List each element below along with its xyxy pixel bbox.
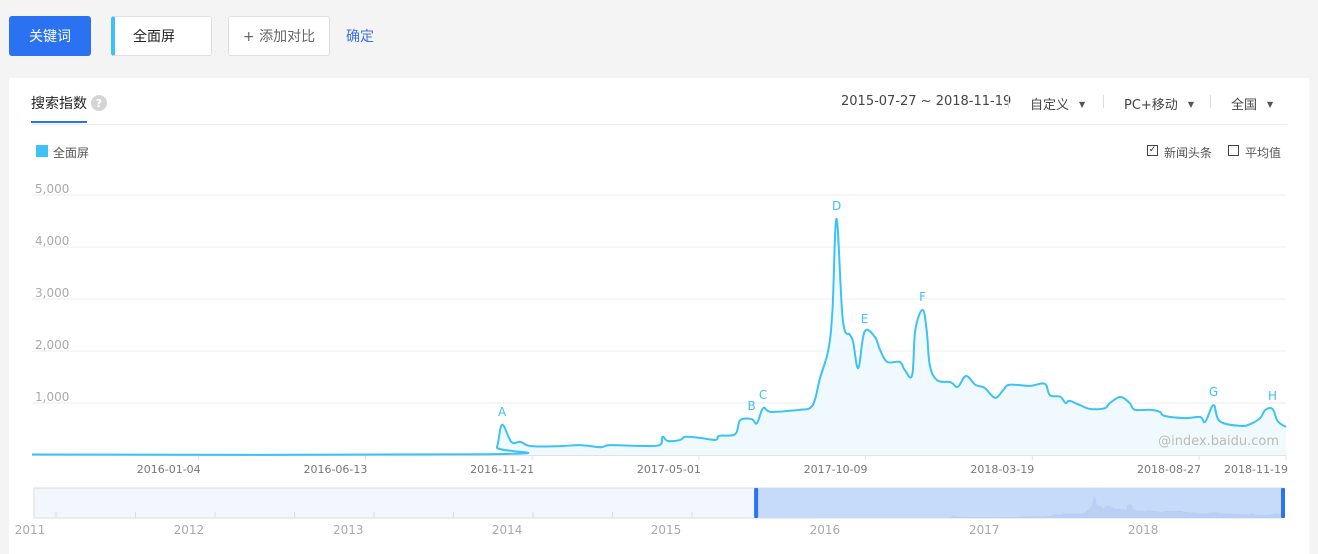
y-tick-label: 4,000 (35, 234, 69, 248)
annotation-e: E (861, 312, 869, 326)
add-compare-button[interactable]: + 添加对比 (228, 16, 330, 56)
tab-search-index[interactable]: 搜索指数 (31, 96, 87, 112)
overview-year-label: 2011 (15, 523, 46, 537)
dropdown-label: PC+移动 (1124, 98, 1178, 113)
annotation-a: A (498, 405, 507, 419)
x-tick-label: 2016-11-21 (470, 463, 534, 476)
date-range[interactable]: 2015-07-27 ~ 2018-11-19 (841, 94, 1012, 109)
divider (1103, 95, 1104, 108)
news-headline-label: 新闻头条 (1164, 146, 1213, 160)
average-checkbox[interactable] (1228, 145, 1239, 156)
dropdown-label: 自定义 (1030, 98, 1070, 113)
caret-down-icon: ▼ (1267, 100, 1274, 109)
divider (1008, 95, 1009, 108)
annotation-c: C (759, 388, 767, 402)
divider (1210, 95, 1211, 108)
annotation-f: F (919, 290, 926, 304)
keyword-input[interactable]: 全面屏 (111, 16, 212, 56)
legend-label[interactable]: 全面屏 (53, 146, 90, 160)
average-label: 平均值 (1245, 146, 1282, 160)
overview-year-label: 2015 (651, 523, 682, 537)
overview-year-label: 2016 (810, 523, 841, 537)
confirm-link[interactable]: 确定 (346, 29, 374, 45)
news-headline-checkbox[interactable]: ✓ (1147, 145, 1158, 156)
period-dropdown[interactable]: 自定义 ▼ (1030, 94, 1085, 113)
x-tick-label: 2017-05-01 (637, 463, 701, 476)
dropdown-label: 全国 (1231, 98, 1258, 113)
x-tick-label: 2016-06-13 (303, 463, 367, 476)
annotation-h: H (1268, 389, 1277, 403)
series-area (32, 218, 1286, 455)
question-circle-icon[interactable]: ? (91, 95, 107, 111)
device-dropdown[interactable]: PC+移动 ▼ (1124, 94, 1194, 113)
caret-down-icon: ▼ (1187, 100, 1194, 109)
overview-handle[interactable] (1281, 488, 1285, 518)
tab-active-indicator (31, 121, 87, 123)
x-tick-label: 2017-10-09 (804, 463, 868, 476)
overview-series (756, 494, 1283, 518)
y-tick-label: 1,000 (35, 390, 69, 404)
y-tick-label: 5,000 (35, 182, 69, 196)
legend-swatch (36, 145, 48, 157)
overview-year-label: 2013 (333, 523, 364, 537)
x-tick-label: 2018-11-19 (1224, 463, 1288, 476)
caret-down-icon: ▼ (1079, 100, 1086, 109)
y-tick-label: 2,000 (35, 338, 69, 352)
y-tick-label: 3,000 (35, 286, 69, 300)
x-tick-label: 2018-03-19 (970, 463, 1034, 476)
overview-year-label: 2014 (492, 523, 523, 537)
watermark: @index.baidu.com (1158, 434, 1279, 449)
annotation-d: D (832, 199, 841, 213)
series-line (31, 217, 1287, 456)
overview-handle[interactable] (754, 488, 759, 518)
annotation-g: G (1209, 385, 1218, 399)
overview-year-label: 2017 (969, 523, 1000, 537)
overview-year-label: 2018 (1128, 523, 1159, 537)
region-dropdown[interactable]: 全国 ▼ (1231, 94, 1273, 113)
chart-panel (9, 78, 1309, 554)
x-tick-label: 2018-08-27 (1137, 463, 1201, 476)
divider (31, 124, 1287, 125)
overview-year-label: 2012 (174, 523, 205, 537)
keyword-button[interactable]: 关键词 (9, 16, 91, 56)
x-tick-label: 2016-01-04 (137, 463, 201, 476)
annotation-b: B (748, 399, 756, 413)
